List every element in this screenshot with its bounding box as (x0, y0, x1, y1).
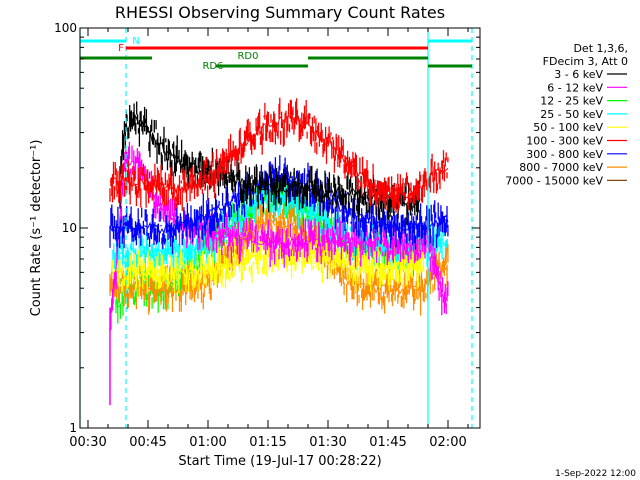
x-tick-label: 02:00 (429, 435, 466, 450)
x-tick-label: 00:45 (129, 435, 166, 450)
legend-entry-label: 7000 - 15000 keV (505, 174, 603, 187)
y-tick-label: 1 (69, 421, 77, 435)
flag-label-n: N (132, 36, 139, 47)
x-tick-label: 00:30 (69, 435, 106, 450)
legend-header-line1: Det 1,3,6, (573, 42, 628, 55)
y-axis-label: Count Rate (s⁻¹ detector⁻¹) (29, 140, 44, 317)
flag-label-rd0: RD0 (237, 51, 258, 62)
legend-entry-label: 3 - 6 keV (554, 68, 603, 81)
chart-title: RHESSI Observing Summary Count Rates (115, 3, 445, 22)
x-tick-label: 01:30 (309, 435, 346, 450)
series-5-line (109, 114, 449, 200)
x-tick-label: 01:00 (189, 435, 226, 450)
legend-header-line2: FDecim 3, Att 0 (543, 55, 628, 68)
legend-entry-label: 800 - 7000 keV (519, 161, 603, 174)
legend-entry-label: 25 - 50 keV (540, 108, 603, 121)
series-4-line (111, 246, 425, 280)
legend-entry-label: 50 - 100 keV (533, 121, 603, 134)
footer-date: 1-Sep-2022 12:00 (555, 469, 636, 479)
series-7-line (109, 214, 449, 296)
legend-entry-label: 100 - 300 keV (526, 135, 603, 148)
flag-label-f: F (118, 43, 124, 54)
x-tick-label: 01:15 (249, 435, 286, 450)
x-tick-label: 01:45 (369, 435, 406, 450)
series-5-band (109, 97, 449, 213)
y-tick-label: 10 (62, 221, 77, 235)
legend-entry-label: 300 - 800 keV (526, 148, 603, 161)
flag-label-rd6: RD6 (202, 61, 223, 72)
x-axis-label: Start Time (19-Jul-17 00:28:22) (178, 454, 381, 469)
legend-entry-label: 6 - 12 keV (547, 81, 603, 94)
legend-entry-label: 12 - 25 keV (540, 95, 603, 108)
y-tick-label: 100 (54, 21, 77, 35)
